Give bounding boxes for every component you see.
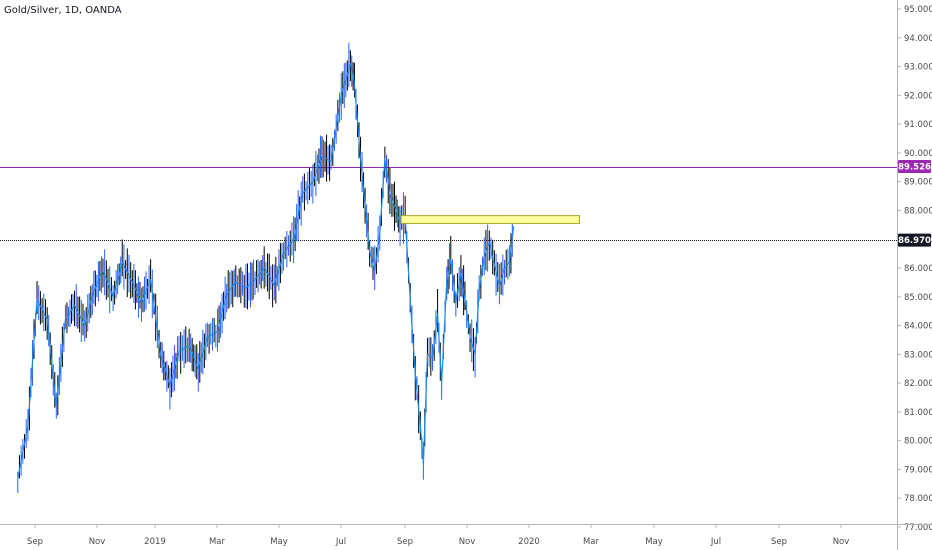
- y-tick-label: 77.000: [904, 523, 932, 533]
- x-tick-label: May: [645, 537, 663, 547]
- y-tick-label: 86.000: [904, 264, 932, 274]
- highlight-rectangle[interactable]: [400, 215, 581, 224]
- y-tick-label: 90.000: [904, 149, 932, 159]
- y-tick-label: 82.000: [904, 379, 932, 389]
- annotations[interactable]: [400, 215, 581, 224]
- x-tick-label: 2020: [518, 537, 540, 547]
- y-tick-label: 80.000: [904, 437, 932, 447]
- price-badge-label: 89.526: [898, 163, 931, 173]
- y-tick-label: 89.000: [904, 178, 932, 188]
- x-tick-label: Jul: [335, 537, 346, 547]
- x-tick-label: Jul: [710, 537, 721, 547]
- y-tick-label: 83.000: [904, 350, 932, 360]
- y-tick-label: 91.000: [904, 120, 932, 130]
- y-tick-label: 84.000: [904, 322, 932, 332]
- x-tick-label: Nov: [459, 537, 476, 547]
- price-series: [17, 42, 515, 494]
- price-line: [17, 63, 515, 479]
- time-axis[interactable]: Sep Nov 2019 Mar May Jul Sep Nov 2020 Mar May Jul Se…: [0, 524, 932, 547]
- x-tick-label: May: [270, 537, 288, 547]
- price-badges: 89.526 86.970: [898, 160, 931, 247]
- y-tick-label: 78.000: [904, 494, 932, 504]
- y-tick-label: 92.000: [904, 91, 932, 101]
- x-tick-label: Nov: [89, 537, 106, 547]
- price-badge: [898, 233, 931, 247]
- x-tick-label: Mar: [583, 537, 600, 547]
- y-tick-label: 85.000: [904, 293, 932, 303]
- x-tick-label: Mar: [209, 537, 226, 547]
- y-tick-label: 88.000: [904, 206, 932, 216]
- x-tick-label: Sep: [771, 537, 787, 547]
- x-tick-label: Sep: [27, 537, 43, 547]
- x-tick-label: Sep: [397, 537, 413, 547]
- y-tick-label: 94.000: [904, 34, 932, 44]
- y-tick-label: 93.000: [904, 63, 932, 73]
- y-tick-label: 81.000: [904, 408, 932, 418]
- x-tick-label: 2019: [144, 537, 166, 547]
- horizontal-lines[interactable]: [0, 167, 897, 241]
- price-badge: [898, 160, 931, 174]
- x-tick-label: Nov: [833, 537, 850, 547]
- y-tick-label: 79.000: [904, 465, 932, 475]
- symbol-title: Gold/Silver, 1D, OANDA: [4, 5, 122, 16]
- price-badge-label: 86.970: [898, 236, 931, 246]
- price-axis[interactable]: 95.000 94.000 93.000 92.000 91.000 90.000 89.0…: [897, 0, 932, 550]
- y-tick-label: 95.000: [904, 5, 932, 15]
